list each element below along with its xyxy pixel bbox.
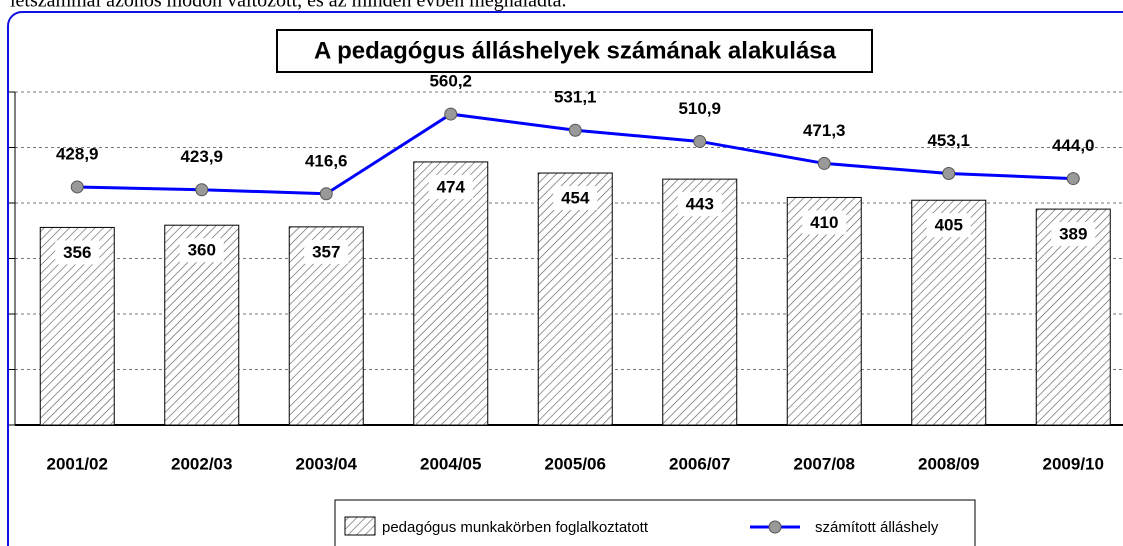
data-label-bg bbox=[1051, 222, 1096, 247]
bar bbox=[786, 196, 862, 426]
data-label: 416,6 bbox=[305, 151, 348, 170]
x-tick-label: 2007/08 bbox=[794, 454, 855, 473]
x-tick-label: 2004/05 bbox=[420, 454, 481, 473]
bar bbox=[537, 172, 613, 426]
marker bbox=[195, 183, 209, 197]
title-box bbox=[276, 29, 873, 73]
intro-text: létszámmal azonos módon változott, és az… bbox=[10, 0, 566, 12]
data-label: 474 bbox=[437, 177, 466, 196]
data-label: 560,2 bbox=[429, 72, 472, 91]
marker bbox=[568, 123, 582, 137]
marker bbox=[817, 156, 831, 170]
marker bbox=[693, 134, 707, 148]
marker bbox=[444, 107, 458, 121]
x-tick-label: 2006/07 bbox=[669, 454, 730, 473]
data-label: 428,9 bbox=[56, 144, 99, 163]
data-label-bg bbox=[802, 210, 847, 235]
legend-swatch-marker bbox=[768, 520, 782, 534]
legend-swatch-bar bbox=[344, 516, 376, 536]
bar bbox=[662, 178, 738, 426]
data-label-bg bbox=[304, 239, 349, 264]
data-label-bg bbox=[926, 213, 971, 238]
data-label: 405 bbox=[935, 216, 963, 235]
marker bbox=[319, 187, 333, 201]
data-label-bg bbox=[428, 174, 473, 199]
data-label-bg bbox=[553, 186, 598, 211]
data-label: 443 bbox=[686, 195, 714, 214]
data-label: 410 bbox=[810, 213, 838, 232]
data-label: 471,3 bbox=[803, 121, 846, 140]
data-label: 360 bbox=[188, 241, 216, 260]
x-tick-label: 2009/10 bbox=[1043, 454, 1104, 473]
x-tick-label: 2002/03 bbox=[171, 454, 232, 473]
x-tick-label: 2001/02 bbox=[47, 454, 108, 473]
data-label: 389 bbox=[1059, 225, 1087, 244]
bar bbox=[911, 199, 987, 426]
data-label: 510,9 bbox=[678, 99, 721, 118]
data-label-bg bbox=[677, 192, 722, 217]
chart-frame bbox=[7, 11, 1123, 546]
data-label-bg bbox=[55, 240, 100, 265]
data-label-bg bbox=[179, 238, 224, 263]
data-label: 356 bbox=[63, 243, 91, 262]
legend-label: pedagógus munkakörben foglalkoztatott bbox=[382, 519, 649, 536]
marker bbox=[1066, 172, 1080, 186]
data-label: 423,9 bbox=[180, 147, 223, 166]
data-label: 531,1 bbox=[554, 88, 597, 107]
chart-title: A pedagógus álláshelyek számának alakulá… bbox=[314, 37, 837, 64]
legend bbox=[334, 499, 976, 546]
legend-label: számított álláshely bbox=[815, 519, 939, 536]
data-label: 454 bbox=[561, 189, 590, 208]
data-label: 444,0 bbox=[1052, 136, 1095, 155]
x-tick-label: 2003/04 bbox=[296, 454, 358, 473]
x-tick-label: 2008/09 bbox=[918, 454, 979, 473]
marker bbox=[942, 167, 956, 181]
data-label: 357 bbox=[312, 242, 340, 261]
marker bbox=[70, 180, 84, 194]
x-tick-label: 2005/06 bbox=[545, 454, 606, 473]
bar bbox=[413, 161, 489, 426]
data-label: 453,1 bbox=[927, 131, 970, 150]
